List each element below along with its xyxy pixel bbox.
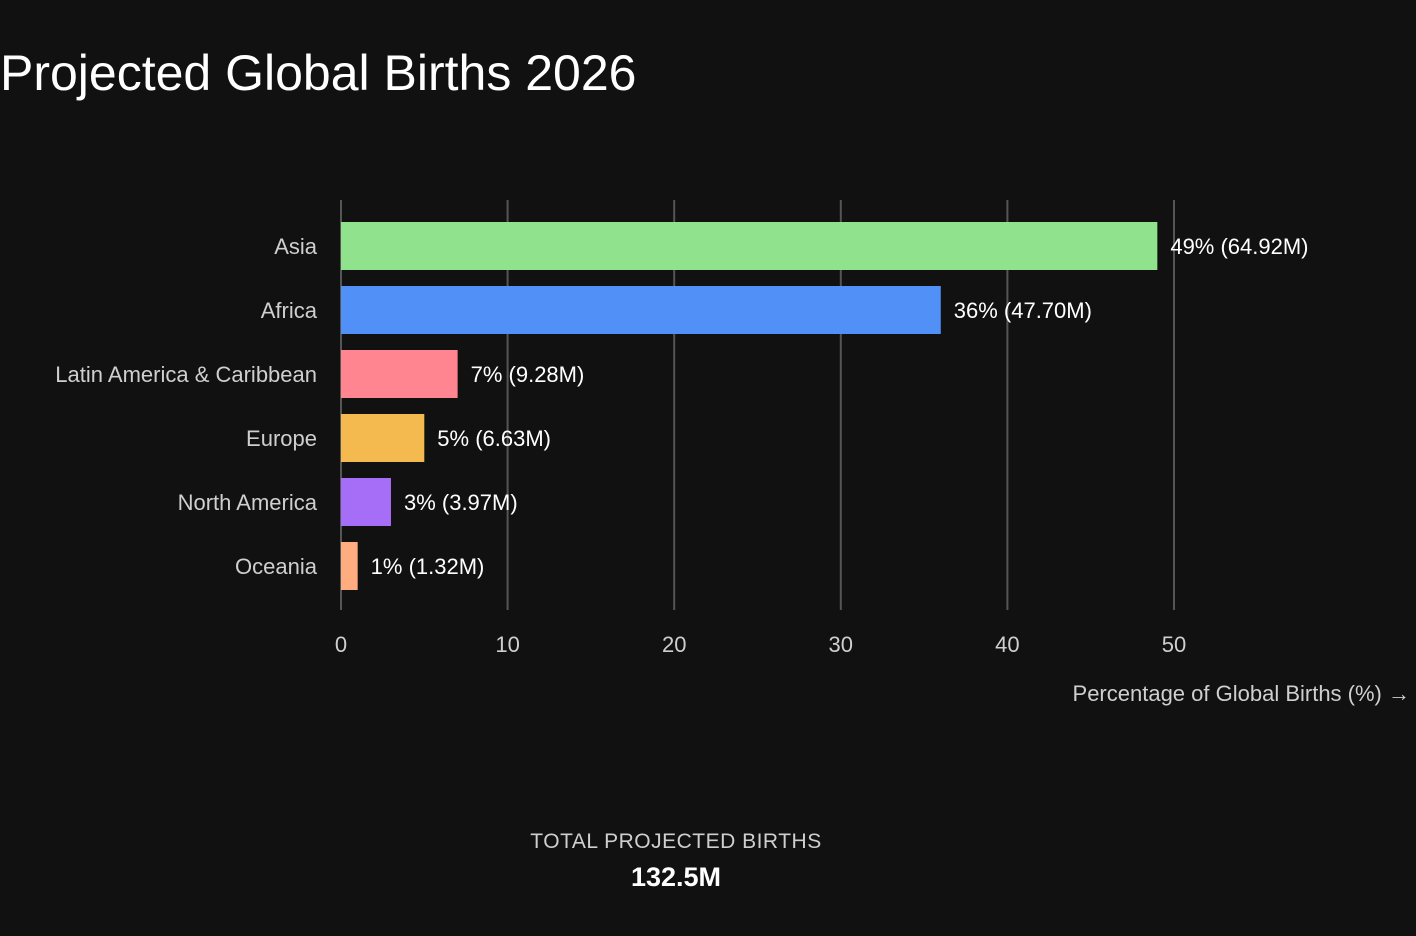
bar <box>341 414 425 462</box>
bar-data-label: 7% (9.28M) <box>471 362 585 387</box>
y-category-label: Asia <box>274 234 318 259</box>
x-axis-ticks: 0 10 20 30 40 50 <box>335 632 1186 657</box>
x-tick-label: 0 <box>335 632 347 657</box>
y-category-label: Latin America & Caribbean <box>55 362 317 387</box>
bar-data-label: 49% (64.92M) <box>1170 234 1308 259</box>
y-category-label: Europe <box>246 426 317 451</box>
y-category-label: Africa <box>261 298 318 323</box>
total-projected-births-label: TOTAL PROJECTED BIRTHS <box>530 830 822 853</box>
y-axis-categories: Asia Africa Latin America & Caribbean Europ… <box>55 234 317 579</box>
bar <box>341 222 1158 270</box>
bar-data-label: 36% (47.70M) <box>954 298 1092 323</box>
bar <box>341 286 941 334</box>
total-projected-births-value: 132.5M <box>630 862 722 892</box>
x-tick-label: 40 <box>995 632 1019 657</box>
x-tick-label: 30 <box>829 632 853 657</box>
x-axis-title: Percentage of Global Births (%) → <box>1073 681 1410 706</box>
bars <box>341 222 1158 590</box>
bar-data-label: 5% (6.63M) <box>437 426 551 451</box>
y-category-label: North America <box>178 490 318 515</box>
bar-chart: 49% (64.92M) 36% (47.70M) 7% (9.28M) 5% (6.… <box>55 200 1410 706</box>
x-tick-label: 10 <box>495 632 519 657</box>
x-tick-label: 50 <box>1162 632 1186 657</box>
bar-data-label: 3% (3.97M) <box>404 490 518 515</box>
data-labels: 49% (64.92M) 36% (47.70M) 7% (9.28M) 5% (6.… <box>371 234 1309 579</box>
x-tick-label: 20 <box>662 632 686 657</box>
bar <box>341 542 358 590</box>
chart-title: Projected Global Births 2026 <box>0 45 637 101</box>
y-category-label: Oceania <box>235 554 318 579</box>
bar-data-label: 1% (1.32M) <box>371 554 485 579</box>
bar <box>341 350 458 398</box>
bar <box>341 478 391 526</box>
